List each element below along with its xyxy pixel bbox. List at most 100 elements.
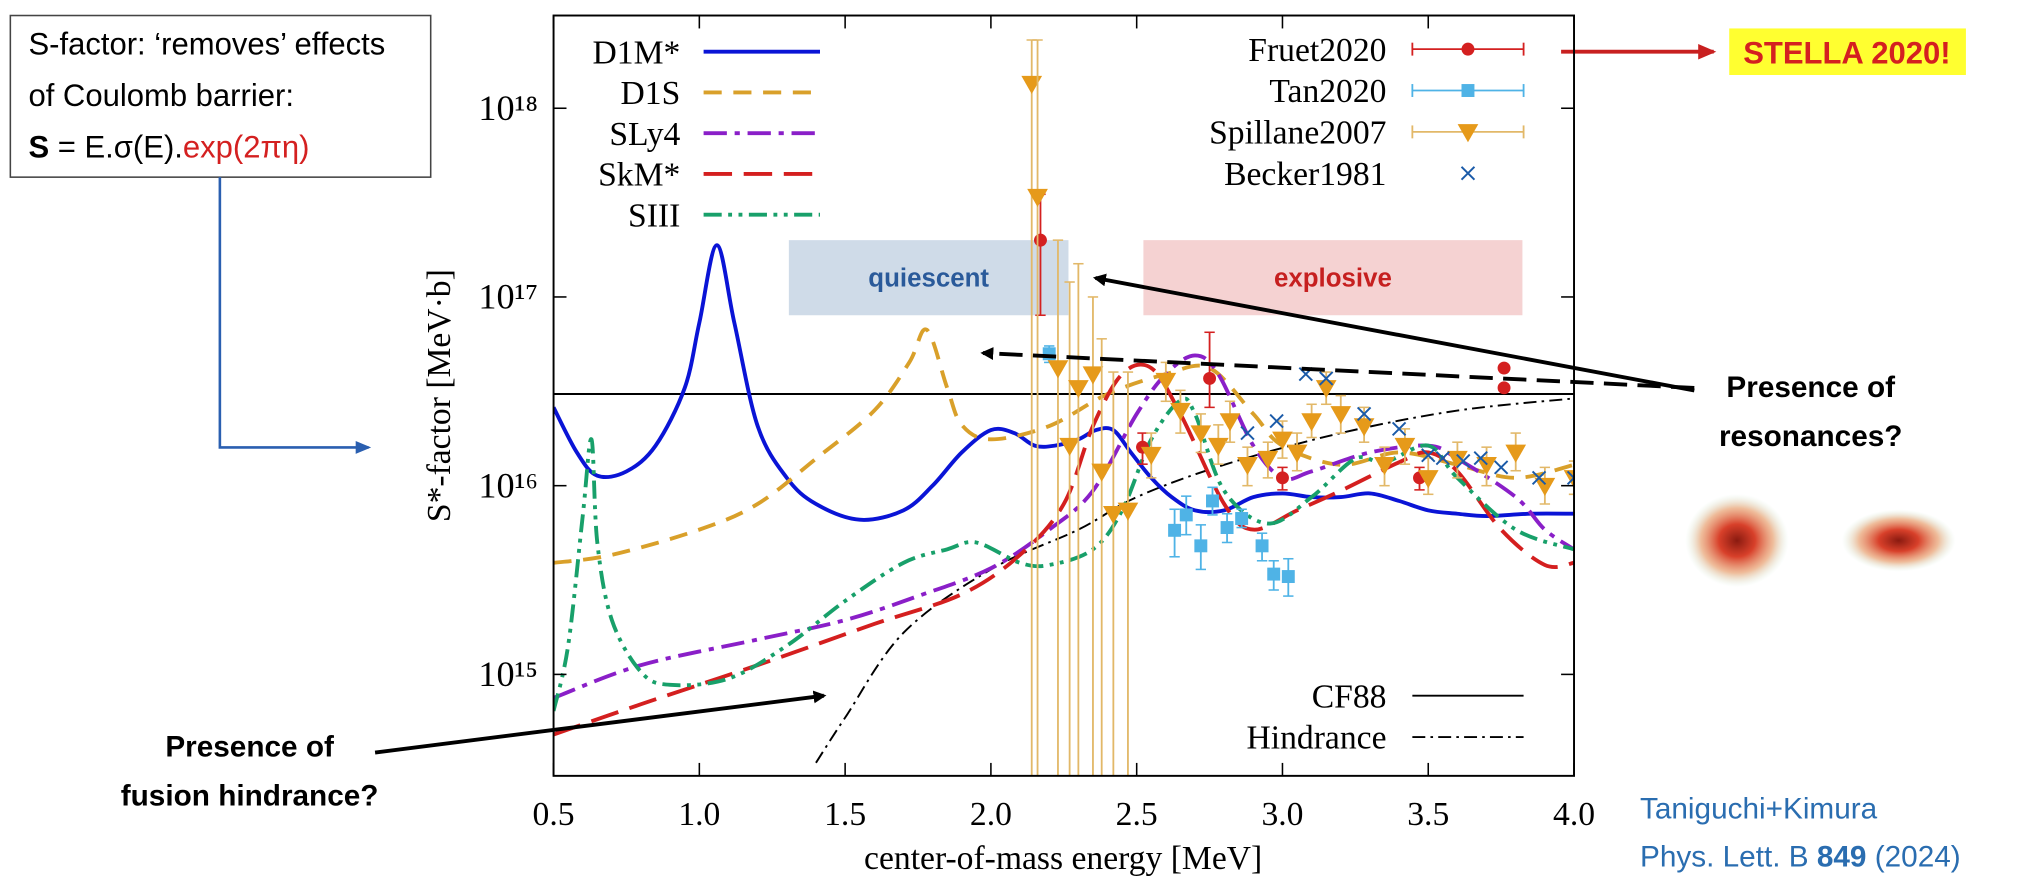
- formula: S = E.σ(E).exp(2πη): [28, 130, 309, 165]
- legend-swatch: [1460, 166, 1476, 181]
- x-tick-label: 1.0: [678, 796, 720, 833]
- resonance-note: resonances?: [1719, 420, 1902, 453]
- formula-mid: = E.σ(E).: [49, 130, 183, 165]
- legend-label: D1M*: [593, 34, 681, 71]
- data-point: [1267, 567, 1281, 581]
- region-label: explosive: [1274, 265, 1392, 293]
- data-point: [1421, 448, 1436, 463]
- legend-swatch: [1457, 124, 1479, 143]
- note-box: [9, 14, 432, 178]
- region-label: quiescent: [868, 265, 989, 293]
- plot-area: quiescent explosive 0.5 1.0 1.5 2.0 2.5 3.0 3.5 4…: [478, 15, 1595, 833]
- data-point: [1275, 471, 1289, 485]
- note-line: of Coulomb barrier:: [28, 78, 293, 113]
- citation: Phys. Lett. B 849 (2024): [1640, 840, 1961, 873]
- arrow: [1092, 273, 1695, 393]
- curve: [553, 243, 1575, 522]
- data-point: [1456, 453, 1471, 469]
- x-tick-label: 2.0: [970, 796, 1012, 833]
- arrow: [980, 347, 1695, 390]
- data-point: [1103, 505, 1124, 525]
- data-point: [1566, 470, 1575, 486]
- data-point: [1140, 446, 1162, 466]
- data-point: [1394, 437, 1416, 456]
- data-point: [1497, 381, 1511, 395]
- data-point: [1179, 508, 1193, 522]
- legend-label: SLy4: [609, 116, 680, 153]
- data-point: [1374, 457, 1395, 476]
- data-point: [1534, 477, 1556, 497]
- x-axis-label: center-of-mass energy [MeV]: [864, 840, 1262, 877]
- data-point: [1473, 450, 1488, 466]
- y-axis-label: S*-factor [MeV·b]: [421, 269, 458, 522]
- highlight: [1729, 28, 1966, 75]
- legend-swatch: [1461, 42, 1475, 56]
- formula-s: S: [28, 130, 49, 165]
- data-point: [1206, 494, 1219, 508]
- data-point: [1235, 512, 1249, 525]
- data-point: [1476, 457, 1497, 476]
- data-point: [1207, 437, 1229, 456]
- volume: 849: [1817, 840, 1867, 873]
- data-point: [1155, 372, 1177, 392]
- x-tick-label: 4.0: [1553, 796, 1595, 833]
- data-point: [1203, 371, 1217, 385]
- data-point: [1219, 413, 1241, 432]
- citation: Taniguchi+Kimura: [1640, 793, 1878, 826]
- data-point: [1353, 418, 1375, 437]
- legend-label: Spillane2007: [1209, 115, 1386, 152]
- data-point: [1272, 431, 1293, 450]
- hindrance-note: fusion hindrance?: [121, 780, 379, 813]
- data-point: [1269, 413, 1284, 429]
- data-point: [1220, 521, 1234, 535]
- legend-swatch: [1461, 84, 1475, 97]
- data-point: [1091, 463, 1113, 482]
- data-point: [1315, 380, 1337, 399]
- y-tick-label: 10¹⁸: [478, 88, 538, 128]
- data-point: [1059, 437, 1080, 456]
- year: (2024): [1866, 840, 1960, 873]
- y-tick-label: 10¹⁶: [478, 465, 538, 505]
- data-point: [1281, 570, 1295, 584]
- x-tick-label: 0.5: [533, 796, 575, 833]
- nucleus-image: [1841, 509, 1956, 572]
- data-point: [1068, 380, 1089, 399]
- data-point: [1170, 402, 1191, 421]
- data-point: [1330, 406, 1352, 425]
- data-point: [1240, 425, 1255, 441]
- data-point: [1021, 75, 1043, 94]
- plot-clip: [553, 39, 1575, 776]
- data-point: [1301, 413, 1322, 432]
- legend-label: Hindrance: [1247, 720, 1387, 757]
- region: [1143, 240, 1523, 316]
- legend-label: SIII: [628, 197, 680, 234]
- data-point: [1497, 361, 1511, 375]
- formula-exp: exp(2πη): [183, 130, 310, 165]
- data-point: [1168, 523, 1182, 537]
- legend-label: SkM*: [598, 157, 680, 194]
- data-point: [1356, 406, 1372, 422]
- x-tick-label: 1.5: [824, 796, 866, 833]
- data-point: [1447, 450, 1468, 470]
- legend-label: CF88: [1312, 678, 1387, 715]
- data-point: [1082, 366, 1104, 385]
- nucleus-image: [1685, 493, 1789, 588]
- data-point: [1493, 460, 1509, 475]
- x-tick-label: 2.5: [1116, 796, 1158, 833]
- curve: [553, 327, 1575, 565]
- data-point: [1257, 450, 1279, 470]
- data-point: [1435, 450, 1450, 466]
- x-tick-label: 3.5: [1407, 796, 1449, 833]
- legend-label: D1S: [621, 75, 681, 112]
- data-point: [1505, 444, 1527, 463]
- hindrance-note: Presence of: [165, 730, 334, 763]
- data-point: [1237, 457, 1258, 476]
- data-point: [1391, 421, 1407, 437]
- data-point: [1027, 188, 1048, 208]
- data-point: [1047, 360, 1069, 379]
- y-tick-label: 10¹⁷: [478, 277, 538, 317]
- data-point: [1531, 470, 1547, 486]
- legend-label: Fruet2020: [1248, 32, 1386, 69]
